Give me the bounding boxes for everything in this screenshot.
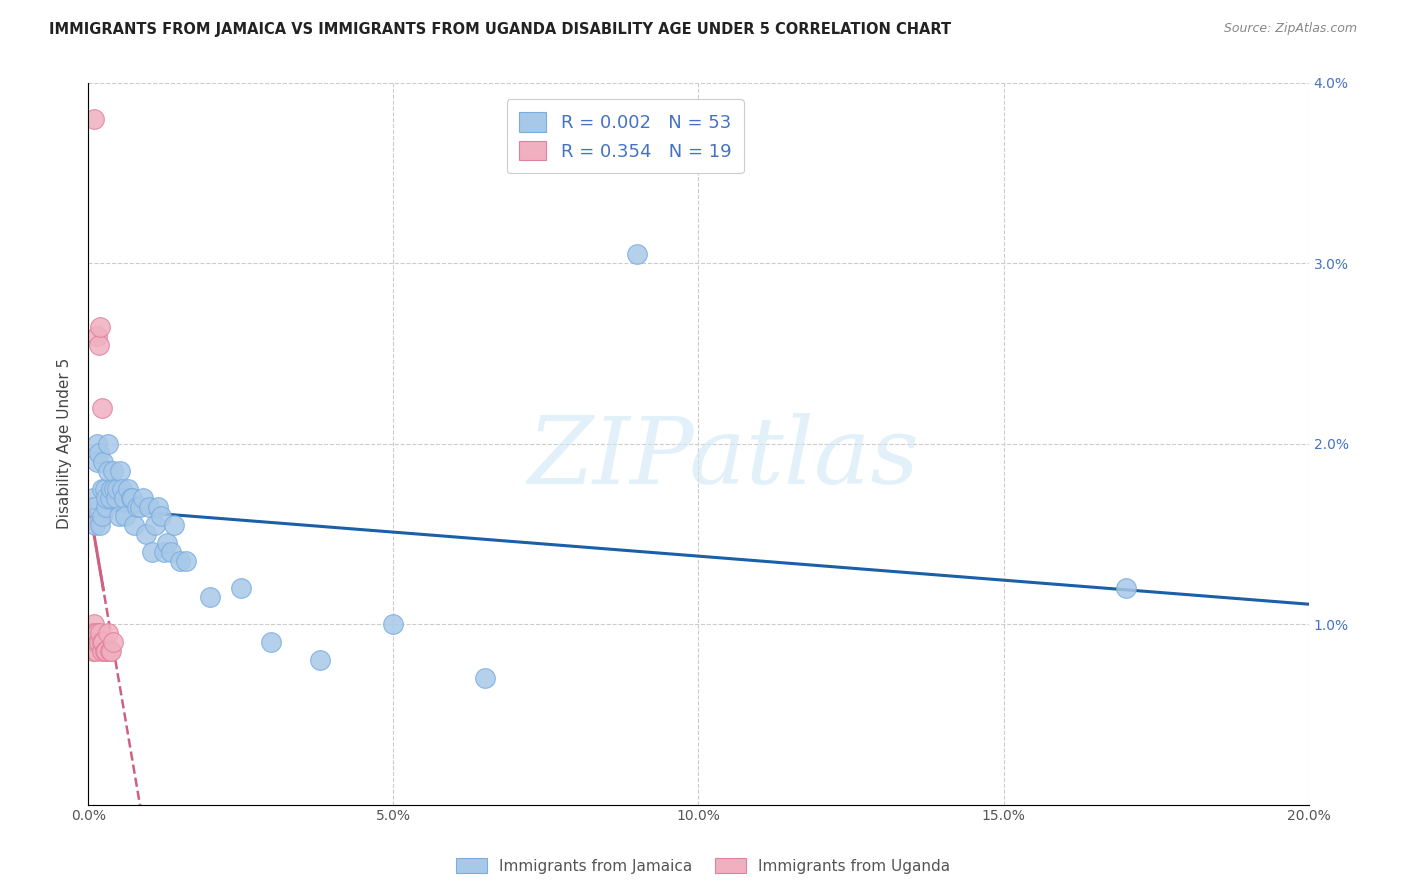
Point xyxy=(156,536,179,550)
Point xyxy=(120,491,142,505)
Legend: Immigrants from Jamaica, Immigrants from Uganda: Immigrants from Jamaica, Immigrants from… xyxy=(450,852,956,880)
Point xyxy=(89,337,111,351)
Point xyxy=(107,482,129,496)
Point xyxy=(104,491,127,505)
Point xyxy=(122,518,145,533)
Point xyxy=(90,401,112,415)
Point xyxy=(93,455,115,469)
Point xyxy=(111,482,134,496)
Point xyxy=(94,482,117,496)
Point xyxy=(101,635,124,649)
Point xyxy=(129,500,152,514)
Point xyxy=(90,482,112,496)
Point xyxy=(108,464,131,478)
Point xyxy=(98,491,121,505)
Point xyxy=(83,112,105,126)
Point xyxy=(93,635,115,649)
Point xyxy=(96,644,118,658)
Point xyxy=(100,482,122,496)
Point xyxy=(94,644,117,658)
Point xyxy=(114,508,136,523)
Point xyxy=(84,644,107,658)
Y-axis label: Disability Age Under 5: Disability Age Under 5 xyxy=(58,359,72,530)
Point xyxy=(117,482,139,496)
Point xyxy=(90,508,112,523)
Point xyxy=(141,545,163,559)
Point xyxy=(97,464,120,478)
Point xyxy=(82,491,104,505)
Point xyxy=(112,491,135,505)
Point xyxy=(83,626,105,640)
Point xyxy=(89,319,111,334)
Point xyxy=(96,491,118,505)
Point xyxy=(153,545,176,559)
Point xyxy=(89,635,111,649)
Point xyxy=(229,581,252,595)
Point xyxy=(626,247,648,261)
Point xyxy=(96,500,118,514)
Point xyxy=(84,518,107,533)
Point xyxy=(148,500,170,514)
Point xyxy=(89,518,111,533)
Point xyxy=(135,527,157,541)
Point xyxy=(162,518,184,533)
Point xyxy=(174,554,197,568)
Point xyxy=(90,635,112,649)
Point xyxy=(382,617,405,632)
Point xyxy=(89,446,111,460)
Point xyxy=(86,455,108,469)
Point xyxy=(80,626,103,640)
Point xyxy=(86,635,108,649)
Point xyxy=(150,508,173,523)
Point xyxy=(84,635,107,649)
Point xyxy=(97,437,120,451)
Point xyxy=(260,635,283,649)
Point xyxy=(159,545,181,559)
Point xyxy=(103,482,125,496)
Point xyxy=(86,437,108,451)
Point xyxy=(86,328,108,343)
Text: IMMIGRANTS FROM JAMAICA VS IMMIGRANTS FROM UGANDA DISABILITY AGE UNDER 5 CORRELA: IMMIGRANTS FROM JAMAICA VS IMMIGRANTS FR… xyxy=(49,22,952,37)
Point xyxy=(82,644,104,658)
Point xyxy=(86,626,108,640)
Text: ZIPatlas: ZIPatlas xyxy=(527,413,920,503)
Point xyxy=(1115,581,1137,595)
Point xyxy=(90,644,112,658)
Text: Source: ZipAtlas.com: Source: ZipAtlas.com xyxy=(1223,22,1357,36)
Point xyxy=(138,500,160,514)
Point xyxy=(143,518,166,533)
Point xyxy=(100,644,122,658)
Point xyxy=(121,491,143,505)
Point xyxy=(309,653,332,667)
Point xyxy=(98,644,121,658)
Point xyxy=(132,491,155,505)
Legend: R = 0.002   N = 53, R = 0.354   N = 19: R = 0.002 N = 53, R = 0.354 N = 19 xyxy=(506,99,744,173)
Point xyxy=(89,626,111,640)
Point xyxy=(125,500,148,514)
Point xyxy=(107,508,129,523)
Point xyxy=(169,554,191,568)
Point xyxy=(83,500,105,514)
Point xyxy=(200,590,222,604)
Point xyxy=(101,464,124,478)
Point xyxy=(97,626,120,640)
Point xyxy=(83,617,105,632)
Point xyxy=(474,671,496,685)
